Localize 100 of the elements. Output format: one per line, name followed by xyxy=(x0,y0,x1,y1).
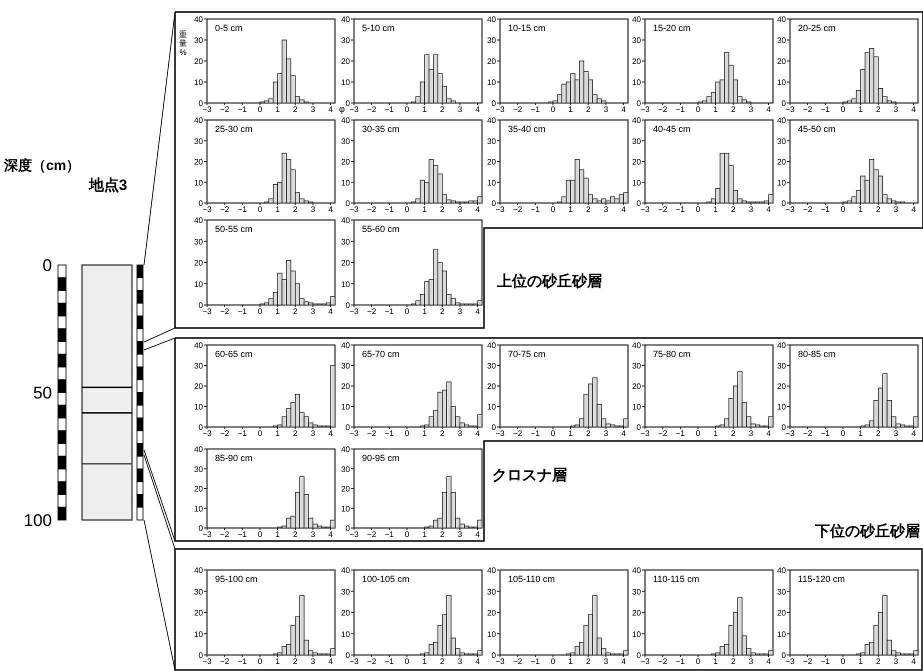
x-tick-label: 2 xyxy=(876,657,882,666)
chart-title: 60-65 cm xyxy=(215,349,253,359)
x-tick-label: 3 xyxy=(604,105,609,114)
x-tick-label: −3 xyxy=(202,105,212,114)
x-tick-label: 3 xyxy=(310,205,316,214)
x-tick-label: −3 xyxy=(495,205,506,214)
y-tick-label: 30 xyxy=(777,136,787,146)
y-tick-label: 30 xyxy=(777,36,787,45)
x-tick-label: −3 xyxy=(785,105,796,114)
y-tick-label: 20 xyxy=(632,57,642,66)
x-tick-label: −2 xyxy=(513,205,523,214)
y-tick-label: 10 xyxy=(777,78,787,87)
x-tick-label: −1 xyxy=(530,205,540,214)
x-tick-label: 4 xyxy=(475,205,480,214)
y-tick-label: 40 xyxy=(194,566,204,575)
x-tick-label: 3 xyxy=(458,307,463,316)
x-tick-label: −3 xyxy=(640,657,650,666)
text: 0 xyxy=(42,256,52,275)
x-tick-label: 4 xyxy=(911,657,916,666)
x-tick-label: 2 xyxy=(586,105,592,114)
y-tick-label: 0 xyxy=(492,423,497,432)
x-tick-label: 3 xyxy=(894,205,899,214)
x-tick-label: −3 xyxy=(349,530,360,539)
x-tick-label: 1 xyxy=(568,205,574,214)
x-tick-label: 3 xyxy=(310,657,316,666)
y-tick-label: 0 xyxy=(346,99,351,108)
y-tick-label: 30 xyxy=(632,587,642,596)
y-tick-label: 20 xyxy=(194,57,204,66)
x-tick-label: 2 xyxy=(876,105,882,114)
x-tick-label: 1 xyxy=(422,307,428,316)
x-tick-label: −3 xyxy=(640,205,650,214)
y-tick-label: 40 xyxy=(341,445,351,454)
x-tick-label: 3 xyxy=(458,657,463,666)
x-tick-label: 4 xyxy=(911,205,916,214)
y-tick-label: 30 xyxy=(487,362,497,370)
x-tick-label: −2 xyxy=(367,530,377,539)
x-tick-label: 3 xyxy=(458,429,463,438)
x-tick-label: −3 xyxy=(785,429,796,438)
y-tick-label: 40 xyxy=(777,566,787,575)
y-tick-label: 0 xyxy=(492,99,497,108)
x-tick-label: 2 xyxy=(586,657,592,666)
y-tick-label: 0 xyxy=(492,651,497,660)
x-tick-label: −1 xyxy=(238,657,248,666)
y-tick-label: 0 xyxy=(198,423,204,432)
y-tick-label: 40 xyxy=(194,341,204,350)
x-tick-label: 2 xyxy=(440,205,446,214)
x-tick-label: −3 xyxy=(202,657,212,666)
x-tick-label: −2 xyxy=(367,429,377,438)
y-tick-label: 30 xyxy=(194,136,204,146)
x-tick-label: 3 xyxy=(310,429,316,438)
x-tick-label: −2 xyxy=(220,657,230,666)
y-tick-label: 20 xyxy=(777,608,787,618)
y-tick-label: 30 xyxy=(632,136,642,146)
x-tick-label: 4 xyxy=(911,429,916,438)
y-tick-label: 10 xyxy=(632,402,642,412)
y-tick-label: 40 xyxy=(777,116,787,125)
x-tick-label: 0 xyxy=(258,530,263,539)
y-tick-label: 20 xyxy=(632,608,642,618)
x-tick-label: 4 xyxy=(328,429,334,438)
x-tick-label: −3 xyxy=(349,105,360,114)
x-tick-label: −2 xyxy=(803,205,813,214)
chart-title: 40-45 cm xyxy=(653,124,691,134)
text: 下位の砂丘砂層 xyxy=(814,523,920,540)
y-tick-label: 30 xyxy=(777,362,787,370)
x-tick-label: 3 xyxy=(604,657,609,666)
x-tick-label: −3 xyxy=(495,105,506,114)
y-tick-label: 20 xyxy=(487,382,497,391)
x-tick-label: −2 xyxy=(367,657,377,666)
y-tick-label: 40 xyxy=(487,116,497,125)
x-tick-label: −3 xyxy=(640,429,650,438)
x-tick-label: −1 xyxy=(820,205,830,214)
y-tick-label: 10 xyxy=(777,630,787,639)
y-tick-label: 0 xyxy=(636,199,642,208)
y-tick-label: 10 xyxy=(777,402,787,412)
x-tick-label: 2 xyxy=(293,429,298,438)
x-tick-label: 0 xyxy=(404,105,410,114)
y-tick-label: 20 xyxy=(341,382,351,391)
text: 深度（cm） xyxy=(3,157,80,173)
y-tick-label: 20 xyxy=(194,158,204,166)
x-tick-label: 1 xyxy=(275,530,280,539)
x-tick-label: 1 xyxy=(858,205,864,214)
x-tick-label: 3 xyxy=(748,205,754,214)
y-tick-label: 10 xyxy=(487,178,497,188)
x-tick-label: 2 xyxy=(731,105,736,114)
x-tick-label: 0 xyxy=(840,657,846,666)
y-tick-label: 20 xyxy=(777,158,787,166)
x-tick-label: 4 xyxy=(328,530,334,539)
y-tick-label: 40 xyxy=(777,341,787,350)
y-tick-label: 10 xyxy=(341,178,351,188)
x-tick-label: 2 xyxy=(440,530,446,539)
x-tick-label: 0 xyxy=(258,105,263,114)
x-tick-label: 2 xyxy=(731,429,736,438)
x-tick-label: 2 xyxy=(440,657,446,666)
y-tick-label: 10 xyxy=(194,178,204,188)
y-tick-label: 40 xyxy=(487,15,497,24)
x-tick-label: 4 xyxy=(911,105,916,114)
x-tick-label: 1 xyxy=(858,429,864,438)
x-tick-label: 4 xyxy=(621,105,626,114)
y-tick-label: 10 xyxy=(487,402,497,412)
x-tick-label: 4 xyxy=(475,307,480,316)
